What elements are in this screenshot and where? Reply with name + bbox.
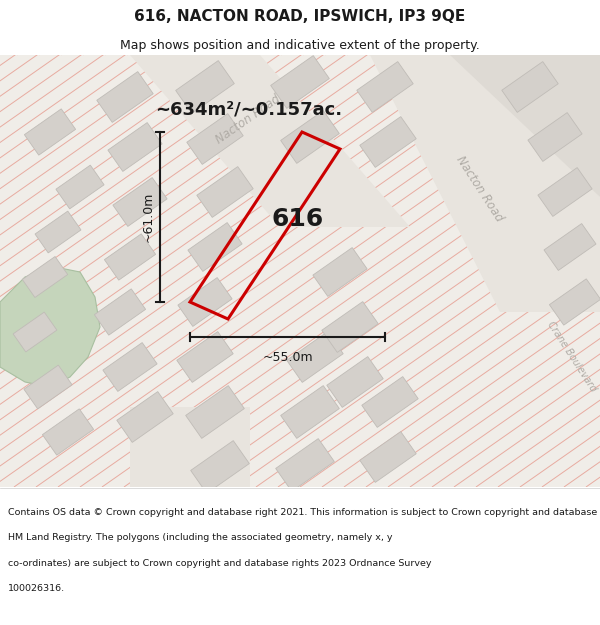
Polygon shape (130, 55, 410, 227)
Polygon shape (103, 342, 157, 391)
Polygon shape (178, 278, 232, 326)
Polygon shape (24, 365, 72, 409)
Polygon shape (191, 441, 250, 493)
Polygon shape (360, 117, 416, 168)
Polygon shape (275, 439, 334, 491)
Text: Crane Boulevard: Crane Boulevard (545, 320, 598, 394)
Polygon shape (185, 386, 244, 438)
Polygon shape (450, 55, 600, 197)
Text: Nacton Road: Nacton Road (454, 154, 506, 224)
Polygon shape (357, 62, 413, 112)
Polygon shape (94, 289, 146, 335)
Text: HM Land Registry. The polygons (including the associated geometry, namely x, y: HM Land Registry. The polygons (includin… (8, 533, 392, 542)
Polygon shape (281, 386, 340, 438)
Polygon shape (327, 357, 383, 408)
Text: Contains OS data © Crown copyright and database right 2021. This information is : Contains OS data © Crown copyright and d… (8, 508, 600, 517)
Polygon shape (97, 72, 153, 122)
Polygon shape (22, 256, 68, 298)
Polygon shape (502, 62, 558, 112)
Polygon shape (362, 377, 418, 428)
Text: ~61.0m: ~61.0m (142, 192, 155, 242)
Polygon shape (43, 409, 94, 455)
Polygon shape (281, 111, 340, 163)
Polygon shape (313, 248, 367, 296)
Text: ~634m²/~0.157ac.: ~634m²/~0.157ac. (155, 100, 342, 118)
Polygon shape (177, 332, 233, 382)
Polygon shape (544, 224, 596, 271)
Polygon shape (550, 279, 600, 325)
Polygon shape (360, 432, 416, 482)
Polygon shape (271, 56, 329, 108)
Polygon shape (104, 234, 155, 280)
Polygon shape (13, 312, 57, 352)
Polygon shape (25, 109, 76, 155)
Polygon shape (197, 167, 253, 217)
Polygon shape (176, 61, 235, 113)
Text: co-ordinates) are subject to Crown copyright and database rights 2023 Ordnance S: co-ordinates) are subject to Crown copyr… (8, 559, 431, 568)
Polygon shape (287, 332, 343, 382)
Polygon shape (187, 114, 243, 164)
Polygon shape (188, 222, 242, 271)
Polygon shape (528, 112, 582, 161)
Text: 616: 616 (272, 207, 324, 231)
Polygon shape (370, 55, 600, 312)
Text: Map shows position and indicative extent of the property.: Map shows position and indicative extent… (120, 39, 480, 52)
Polygon shape (130, 407, 250, 487)
Text: 100026316.: 100026316. (8, 584, 65, 593)
Polygon shape (538, 168, 592, 216)
Polygon shape (113, 177, 167, 226)
Text: Nacton Road: Nacton Road (213, 92, 283, 146)
Polygon shape (117, 392, 173, 442)
Text: 616, NACTON ROAD, IPSWICH, IP3 9QE: 616, NACTON ROAD, IPSWICH, IP3 9QE (134, 9, 466, 24)
Polygon shape (322, 302, 378, 352)
Polygon shape (108, 122, 162, 171)
Polygon shape (56, 165, 104, 209)
Polygon shape (0, 267, 100, 387)
Polygon shape (35, 211, 81, 253)
Text: ~55.0m: ~55.0m (262, 351, 313, 364)
